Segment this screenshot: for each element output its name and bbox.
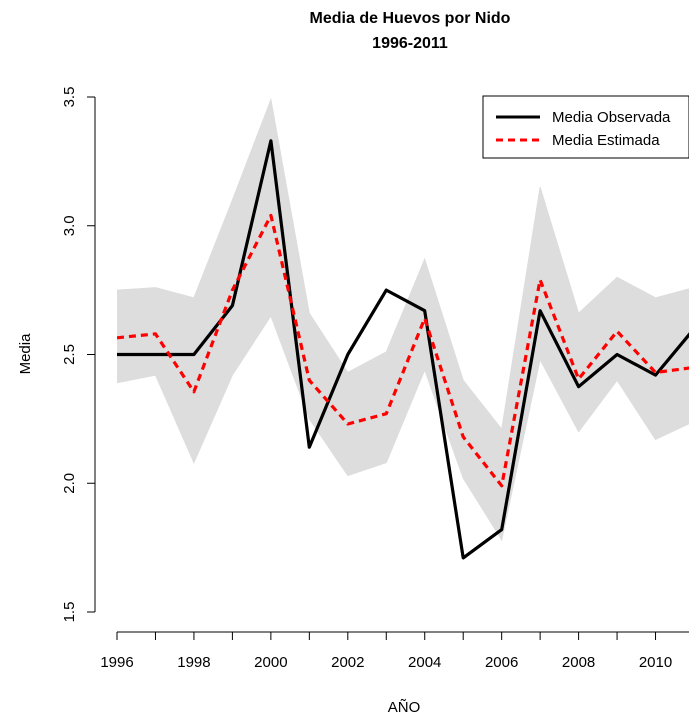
legend-box xyxy=(482,95,689,159)
y-tick-label: 2.0 xyxy=(61,473,78,494)
x-tick-label: 2004 xyxy=(408,654,441,671)
x-tick-label: 2000 xyxy=(254,654,287,671)
y-tick-label: 3.5 xyxy=(61,87,78,108)
simulation-envelope xyxy=(117,97,689,542)
y-axis-label: Media xyxy=(17,333,34,375)
x-tick-label: 1998 xyxy=(177,654,210,671)
x-tick-label: 2006 xyxy=(485,654,518,671)
envelope-band xyxy=(117,97,689,542)
series-line-observada xyxy=(117,139,689,560)
y-tick-label: 2.5 xyxy=(61,344,78,365)
legend: Media Observada Media Estimada xyxy=(482,95,689,159)
x-tick-label: 2010 xyxy=(639,654,672,671)
x-axis: 1996 1998 2000 2002 2004 2006 2008 2010 xyxy=(100,631,689,671)
series-layer xyxy=(117,139,689,560)
y-axis: 1.5 2.0 2.5 3.0 3.5 xyxy=(61,87,96,623)
series-line-estimada xyxy=(117,213,689,488)
legend-label-estimada: Media Estimada xyxy=(552,132,660,149)
x-tick-label: 2008 xyxy=(562,654,595,671)
y-tick-label: 1.5 xyxy=(61,602,78,623)
chart-title: Media de Huevos por Nido xyxy=(310,10,511,27)
x-axis-label: AÑO xyxy=(388,699,421,716)
x-tick-label: 2002 xyxy=(331,654,364,671)
x-tick-label: 1996 xyxy=(100,654,133,671)
legend-label-observada: Media Observada xyxy=(552,109,671,126)
chart-subtitle: 1996-2011 xyxy=(372,35,448,52)
y-tick-label: 3.0 xyxy=(61,215,78,236)
